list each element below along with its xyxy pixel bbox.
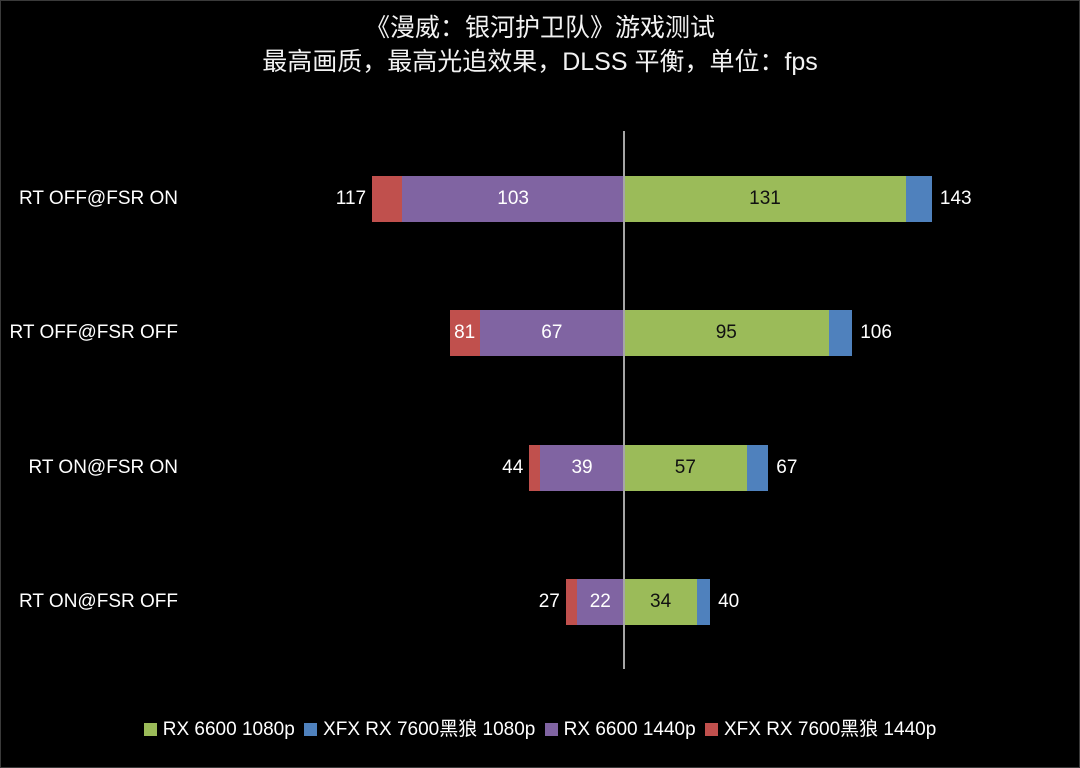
bar-rx6600-1440p[interactable] bbox=[540, 445, 624, 491]
legend-item-rx6600-1080p[interactable]: RX 6600 1080p bbox=[143, 719, 295, 741]
legend-label: RX 6600 1440p bbox=[563, 719, 696, 740]
legend-label: RX 6600 1080p bbox=[162, 719, 295, 740]
data-label-rx7600-1080p: 40 bbox=[718, 591, 740, 612]
legend-swatch-icon bbox=[304, 723, 318, 736]
bar-rx6600-1440p[interactable] bbox=[479, 310, 624, 356]
data-label-rx6600-1080p: 57 bbox=[674, 457, 696, 478]
legend-swatch-icon bbox=[143, 723, 157, 736]
data-label-rx7600-1440p: 81 bbox=[454, 322, 476, 343]
category-label: RT ON@FSR OFF bbox=[19, 591, 178, 612]
chart-subtitle: 最高画质，最高光追效果，DLSS 平衡，单位：fps bbox=[262, 48, 818, 76]
bar-rx6600-1440p[interactable] bbox=[576, 579, 624, 625]
data-label-rx7600-1440p: 27 bbox=[538, 591, 560, 612]
bar-rx7600-1080p[interactable] bbox=[697, 579, 711, 625]
legend-item-rx7600-1080p[interactable]: XFX RX 7600黑狼 1080p bbox=[304, 714, 535, 741]
bar-rx6600-1080p[interactable] bbox=[624, 445, 747, 491]
bar-rx6600-1080p[interactable] bbox=[624, 310, 829, 356]
legend: RX 6600 1080p XFX RX 7600黑狼 1080p RX 660… bbox=[0, 714, 1080, 741]
bar-rx7600-1440p[interactable] bbox=[529, 445, 541, 491]
center-axis-line bbox=[623, 131, 625, 669]
category-label: RT OFF@FSR ON bbox=[19, 188, 178, 209]
legend-label: XFX RX 7600黑狼 1080p bbox=[323, 719, 536, 740]
bar-rx7600-1080p[interactable] bbox=[906, 176, 932, 222]
data-label-rx6600-1440p: 67 bbox=[541, 322, 563, 343]
bar-rx7600-1440p[interactable] bbox=[372, 176, 403, 222]
bar-rx7600-1440p[interactable] bbox=[565, 579, 577, 625]
bar-rx6600-1080p[interactable] bbox=[624, 579, 698, 625]
data-label-rx6600-1080p: 34 bbox=[650, 591, 672, 612]
bar-rx7600-1080p[interactable] bbox=[828, 310, 853, 356]
category-label: RT ON@FSR ON bbox=[28, 457, 179, 478]
data-label-rx6600-1440p: 39 bbox=[571, 457, 593, 478]
data-label-rx6600-1440p: 22 bbox=[589, 591, 611, 612]
data-label-rx6600-1080p: 131 bbox=[749, 188, 781, 209]
chart-title: 《漫威：银河护卫队》游戏测试 bbox=[364, 14, 715, 42]
bar-rx6600-1080p[interactable] bbox=[624, 176, 907, 222]
legend-item-rx6600-1440p[interactable]: RX 6600 1440p bbox=[544, 719, 696, 741]
data-label-rx7600-1080p: 106 bbox=[860, 322, 892, 343]
legend-swatch-icon bbox=[544, 723, 558, 736]
legend-label: XFX RX 7600黑狼 1440p bbox=[723, 719, 937, 740]
data-label-rx7600-1440p: 44 bbox=[502, 457, 524, 478]
bar-rx6600-1440p[interactable] bbox=[402, 176, 624, 222]
data-label-rx6600-1440p: 103 bbox=[497, 188, 529, 209]
legend-swatch-icon bbox=[704, 723, 718, 736]
category-label: RT OFF@FSR OFF bbox=[9, 322, 178, 343]
data-label-rx7600-1080p: 143 bbox=[939, 188, 972, 209]
data-label-rx6600-1080p: 95 bbox=[715, 322, 737, 343]
data-label-rx7600-1080p: 67 bbox=[776, 457, 798, 478]
legend-item-rx7600-1440p[interactable]: XFX RX 7600黑狼 1440p bbox=[704, 714, 937, 741]
bar-rx7600-1440p[interactable] bbox=[449, 310, 480, 356]
data-label-rx7600-1440p: 117 bbox=[335, 188, 367, 209]
bar-rx7600-1080p[interactable] bbox=[746, 445, 769, 491]
